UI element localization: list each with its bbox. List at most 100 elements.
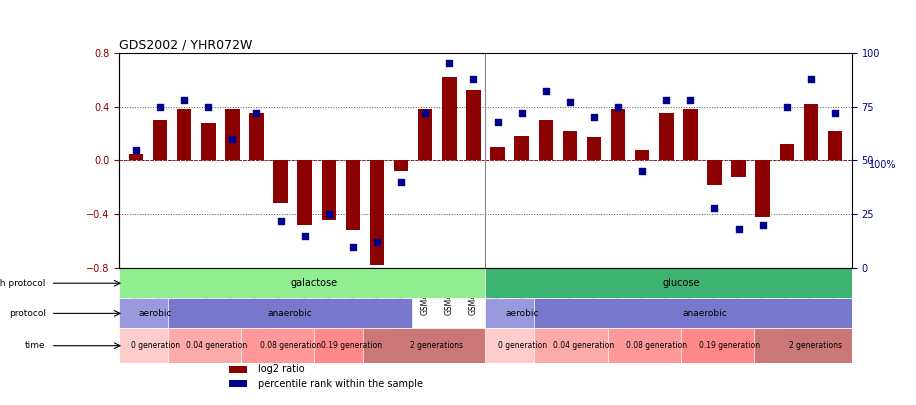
Text: 0.04 generation: 0.04 generation <box>186 341 247 350</box>
Bar <box>201 123 215 160</box>
Text: aerobic: aerobic <box>506 309 539 318</box>
Bar <box>515 136 529 160</box>
Bar <box>707 160 722 185</box>
Y-axis label: 100%: 100% <box>869 160 897 171</box>
Bar <box>562 131 577 160</box>
Text: aerobic: aerobic <box>139 309 172 318</box>
Bar <box>442 77 456 160</box>
Point <box>683 97 698 103</box>
Text: glucose: glucose <box>662 278 700 288</box>
Bar <box>129 153 143 160</box>
FancyBboxPatch shape <box>681 328 779 363</box>
Text: time: time <box>25 341 46 350</box>
FancyBboxPatch shape <box>485 298 559 328</box>
Text: 0 generation: 0 generation <box>497 341 547 350</box>
Point <box>273 217 288 224</box>
FancyBboxPatch shape <box>534 328 632 363</box>
Text: 0.19 generation: 0.19 generation <box>321 341 382 350</box>
Bar <box>803 104 818 160</box>
Bar <box>683 109 698 160</box>
FancyBboxPatch shape <box>119 298 192 328</box>
Bar <box>466 90 481 160</box>
Text: percentile rank within the sample: percentile rank within the sample <box>258 379 423 389</box>
Text: 2 generations: 2 generations <box>410 341 463 350</box>
Point <box>562 99 577 105</box>
Point <box>803 75 818 82</box>
Point <box>539 88 553 95</box>
Bar <box>273 160 288 203</box>
Point <box>466 75 481 82</box>
Text: GDS2002 / YHR072W: GDS2002 / YHR072W <box>119 38 253 51</box>
Point <box>756 222 770 228</box>
Point <box>707 205 722 211</box>
Bar <box>756 160 770 217</box>
Bar <box>225 109 240 160</box>
Bar <box>229 380 247 387</box>
Point <box>177 97 191 103</box>
FancyBboxPatch shape <box>754 328 877 363</box>
Point <box>828 110 843 116</box>
Point <box>298 232 312 239</box>
Bar <box>249 113 264 160</box>
Text: log2 ratio: log2 ratio <box>258 364 305 374</box>
Bar <box>394 160 409 171</box>
FancyBboxPatch shape <box>485 328 559 363</box>
Bar <box>828 131 842 160</box>
Point <box>659 97 673 103</box>
Point <box>370 239 385 245</box>
Bar <box>298 160 312 225</box>
Bar <box>177 109 191 160</box>
Point <box>731 226 746 232</box>
Text: anaerobic: anaerobic <box>267 309 312 318</box>
Point <box>418 110 432 116</box>
Point <box>780 103 794 110</box>
Text: protocol: protocol <box>9 309 46 318</box>
FancyBboxPatch shape <box>119 268 510 298</box>
Point <box>153 103 168 110</box>
Text: galactose: galactose <box>291 278 338 288</box>
Bar <box>780 144 794 160</box>
Bar <box>345 160 360 230</box>
Bar <box>659 113 673 160</box>
Bar <box>731 160 746 177</box>
FancyBboxPatch shape <box>119 328 192 363</box>
Text: 0.04 generation: 0.04 generation <box>552 341 614 350</box>
Bar <box>322 160 336 220</box>
Point <box>611 103 626 110</box>
Point <box>586 114 601 121</box>
Bar <box>539 120 553 160</box>
FancyBboxPatch shape <box>534 298 877 328</box>
FancyBboxPatch shape <box>241 328 339 363</box>
FancyBboxPatch shape <box>168 328 266 363</box>
Bar <box>490 147 505 160</box>
Text: 2 generations: 2 generations <box>789 341 842 350</box>
Point <box>322 211 336 217</box>
Point <box>201 103 215 110</box>
Bar <box>229 366 247 373</box>
Text: 0 generation: 0 generation <box>131 341 180 350</box>
Bar <box>153 120 168 160</box>
FancyBboxPatch shape <box>314 328 387 363</box>
Text: anaerobic: anaerobic <box>683 309 727 318</box>
Text: 0.08 generation: 0.08 generation <box>626 341 687 350</box>
FancyBboxPatch shape <box>168 298 412 328</box>
Text: 0.19 generation: 0.19 generation <box>699 341 760 350</box>
Bar <box>611 109 626 160</box>
FancyBboxPatch shape <box>364 328 510 363</box>
Point <box>514 110 529 116</box>
FancyBboxPatch shape <box>607 328 705 363</box>
FancyBboxPatch shape <box>485 268 877 298</box>
Text: 0.08 generation: 0.08 generation <box>259 341 321 350</box>
Point <box>442 60 457 67</box>
Point <box>394 179 409 185</box>
Bar <box>370 160 384 265</box>
Text: growth protocol: growth protocol <box>0 279 46 288</box>
Point <box>635 168 649 175</box>
Bar <box>418 109 432 160</box>
Bar <box>587 137 601 160</box>
Point <box>128 146 143 153</box>
Bar <box>635 149 649 160</box>
Point <box>345 243 360 250</box>
Point <box>249 110 264 116</box>
Point <box>225 136 240 142</box>
